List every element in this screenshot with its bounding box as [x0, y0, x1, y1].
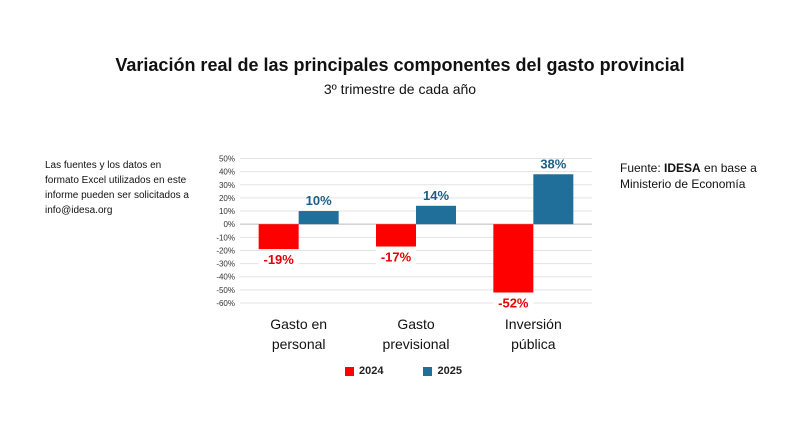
bar-2024 [493, 224, 534, 293]
legend-item-2025: 2025 [423, 365, 462, 377]
chart-legend: 2024 2025 [345, 365, 462, 377]
y-tick-label: 40% [219, 168, 235, 177]
category-label: Inversión [505, 316, 562, 332]
bar-2024 [258, 224, 299, 250]
y-tick-label: -20% [216, 246, 235, 255]
legend-item-2024: 2024 [345, 365, 383, 377]
data-label-bg [376, 248, 416, 265]
bar-2025 [298, 211, 339, 225]
source-note: Fuente: IDESA en base a Ministerio de Ec… [620, 160, 760, 192]
category-label: personal [272, 336, 326, 352]
chart-title: Variación real de las principales compon… [115, 55, 685, 75]
data-label: -17% [381, 250, 412, 265]
source-brand: IDESA [664, 161, 701, 175]
source-suffix: en base a Ministerio de Economía [620, 161, 757, 191]
y-tick-label: 50% [219, 155, 235, 164]
y-tick-label: 0% [223, 220, 235, 229]
y-tick-label: -40% [216, 273, 235, 282]
bar-2025 [416, 205, 456, 225]
y-tick-label: -30% [216, 260, 235, 269]
data-request-note: Las fuentes y los datos en formato Excel… [45, 160, 189, 216]
data-label: 14% [423, 188, 449, 203]
legend-label-2025: 2025 [437, 365, 462, 377]
legend-swatch-2024 [345, 366, 354, 376]
data-label: 38% [540, 156, 566, 171]
legend-label-2024: 2024 [359, 365, 384, 377]
category-label: previsional [383, 336, 450, 352]
data-label: -19% [263, 252, 294, 267]
source-prefix: Fuente: [620, 161, 665, 175]
y-tick-label: 20% [219, 194, 235, 203]
bar-2025 [533, 174, 574, 225]
data-label-bg [493, 294, 534, 311]
category-label: Gasto [397, 316, 435, 332]
category-label: Gasto en [270, 316, 327, 332]
chart-subtitle: 3º trimestre de cada año [323, 81, 477, 97]
y-tick-label: 10% [219, 207, 235, 216]
y-tick-label: -50% [216, 286, 235, 295]
bar-2024 [376, 224, 416, 247]
data-label: -52% [498, 295, 529, 310]
y-tick-label: 30% [219, 181, 235, 190]
data-label: 10% [306, 193, 332, 208]
category-label: pública [511, 336, 556, 352]
data-label-bg [258, 251, 299, 268]
legend-swatch-2025 [423, 366, 433, 376]
y-tick-label: -10% [216, 233, 235, 242]
y-tick-label: -60% [216, 299, 235, 308]
